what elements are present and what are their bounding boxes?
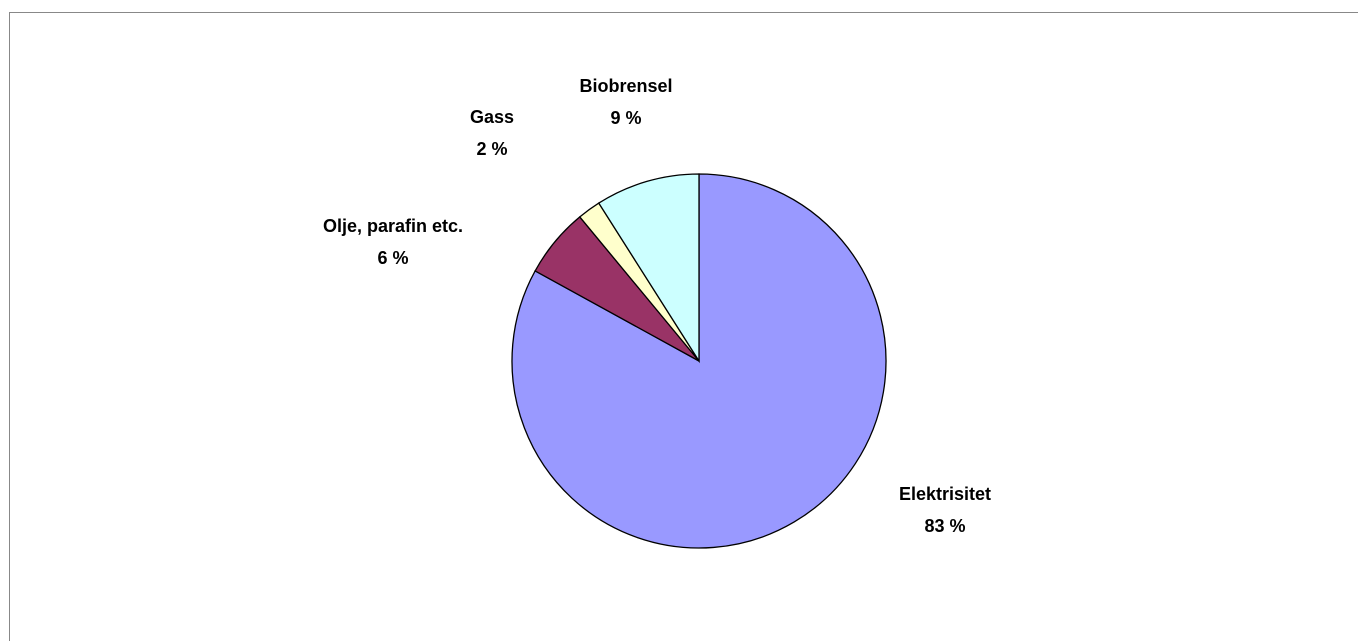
- slice-value-label: 9 %: [610, 108, 641, 128]
- slice-value-label: 6 %: [377, 248, 408, 268]
- slice-label: Elektrisitet: [899, 484, 991, 504]
- slice-label: Biobrensel: [579, 76, 672, 96]
- slice-value-label: 2 %: [476, 139, 507, 159]
- pie-slice: [597, 173, 700, 364]
- slice-label: Gass: [470, 107, 514, 127]
- slice-value-label: 83 %: [924, 516, 965, 536]
- slice-label: Olje, parafin etc.: [323, 216, 463, 236]
